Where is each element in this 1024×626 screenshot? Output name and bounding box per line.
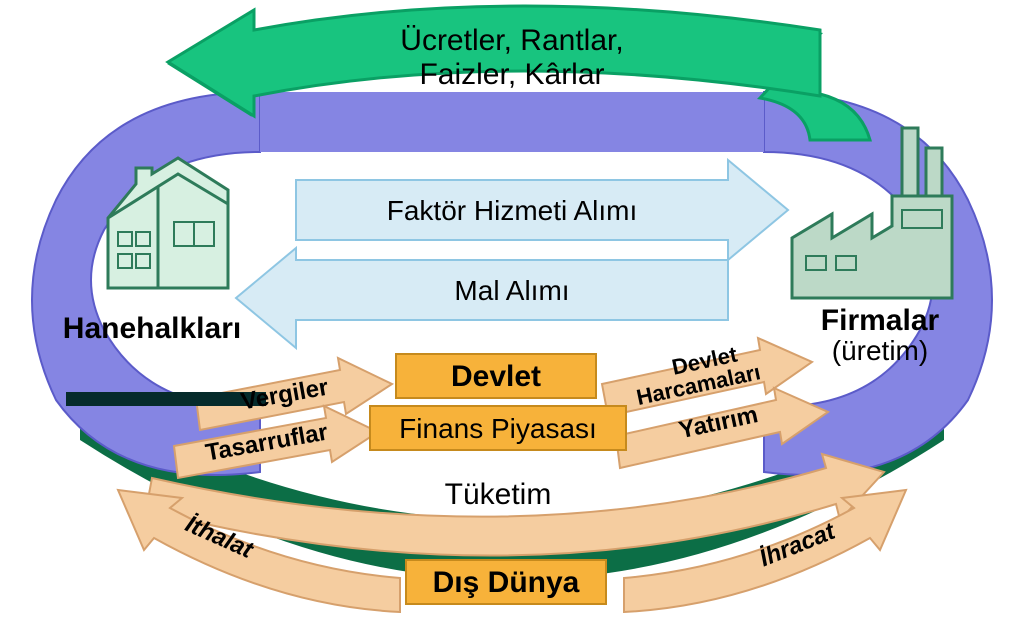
green-arrow-label-2: Faizler, Kârlar — [419, 58, 604, 91]
blue-top-bridge — [260, 92, 764, 152]
flow-tuketim: Tüketim — [445, 478, 552, 511]
actor-right-sub: (üretim) — [832, 335, 928, 366]
box-finans-label: Finans Piyasası — [399, 413, 597, 444]
light-arrow-top-label: Faktör Hizmeti Alımı — [387, 195, 637, 226]
actor-right-label: Firmalar — [821, 304, 940, 337]
box-dis-label: Dış Dünya — [433, 566, 580, 599]
circular-flow-diagram: Ücretler, Rantlar, Faizler, Kârlar Faktö… — [0, 0, 1024, 626]
actor-left-label: Hanehalkları — [63, 312, 241, 345]
light-arrow-bottom-label: Mal Alımı — [454, 275, 569, 306]
house-base — [66, 392, 266, 406]
green-arrow-label-1: Ücretler, Rantlar, — [400, 24, 623, 57]
box-devlet-label: Devlet — [451, 360, 541, 393]
